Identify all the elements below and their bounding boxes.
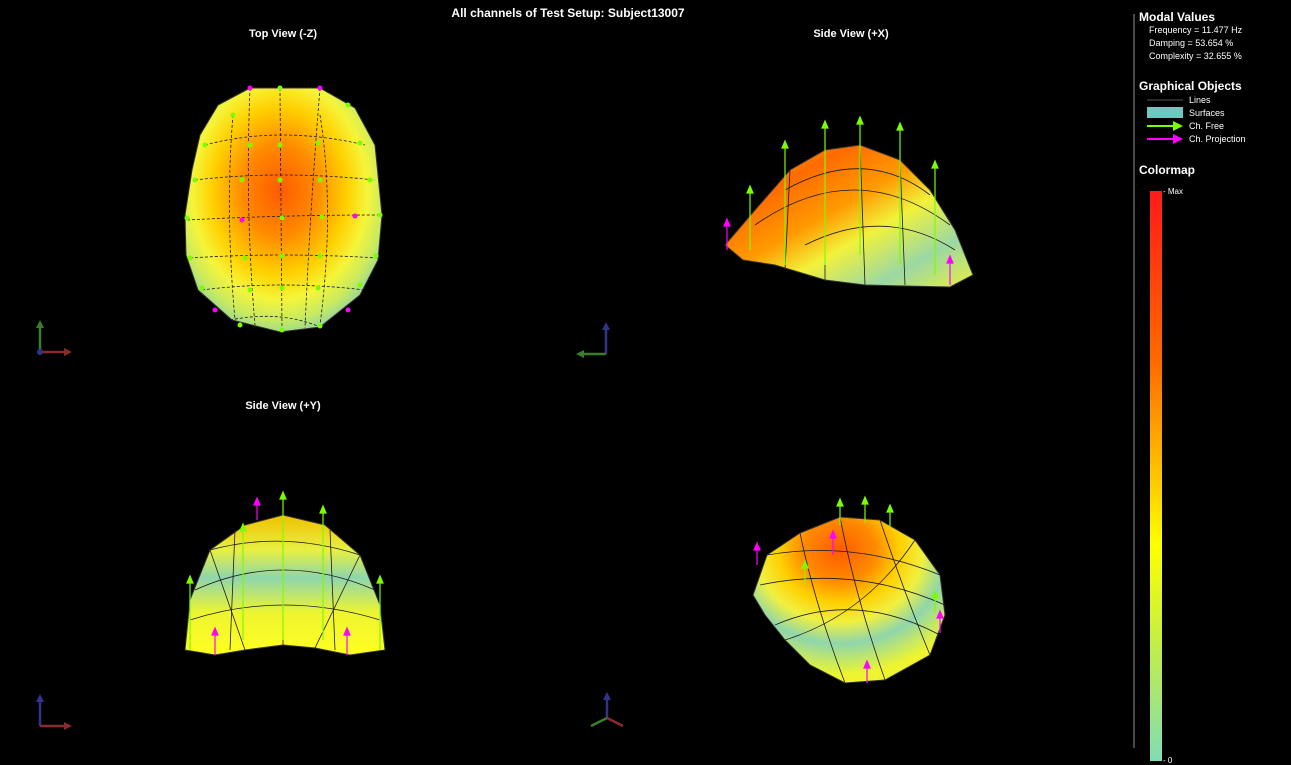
legend-label: Lines xyxy=(1189,94,1211,105)
side-x-view-axis-icon xyxy=(576,322,610,358)
top-view-axis-icon xyxy=(36,320,72,356)
side-y-view-projection-arrows xyxy=(211,496,351,655)
top-view-nodes xyxy=(184,85,383,333)
frequency-value: Frequency = 11.477 Hz xyxy=(1149,25,1243,35)
surfaces-icon xyxy=(1147,107,1183,118)
complexity-value: Complexity = 32.655 % xyxy=(1149,51,1242,61)
iso-view-viewport[interactable] xyxy=(745,495,960,690)
colormap-heading: Colormap xyxy=(1139,163,1196,177)
arrow-projection-icon xyxy=(1147,133,1183,144)
iso-view-arrows xyxy=(801,495,939,613)
legend-item-surfaces[interactable]: Surfaces xyxy=(1139,106,1289,119)
side-x-view-viewport[interactable] xyxy=(715,115,985,300)
graphical-objects-heading: Graphical Objects xyxy=(1139,79,1242,93)
legend-panel: Modal Values Frequency = 11.477 Hz Dampi… xyxy=(1139,10,1289,177)
legend-item-ch-free[interactable]: Ch. Free xyxy=(1139,119,1289,132)
side-x-view-projection-arrows xyxy=(723,217,954,285)
arrow-free-icon xyxy=(1147,120,1183,131)
legend-item-lines[interactable]: Lines xyxy=(1139,93,1289,106)
damping-value: Damping = 53.654 % xyxy=(1149,38,1234,48)
side-x-view-arrows xyxy=(746,115,939,275)
side-y-view-title: Side View (+Y) xyxy=(245,400,321,412)
legend-label: Ch. Free xyxy=(1189,120,1225,131)
top-view-surface xyxy=(184,87,383,333)
iso-view-mesh xyxy=(759,516,946,684)
lines-icon xyxy=(1147,94,1183,105)
colormap-min-label: - 0 xyxy=(1163,756,1173,765)
modal-values-heading: Modal Values xyxy=(1139,10,1216,24)
iso-view-projection-arrows xyxy=(753,529,944,683)
side-x-view-surface xyxy=(724,144,974,288)
legend-label: Ch. Projection xyxy=(1189,133,1246,144)
iso-view-surface xyxy=(752,516,946,684)
window-title: All channels of Test Setup: Subject13007 xyxy=(451,6,685,20)
legend-item-ch-projection[interactable]: Ch. Projection xyxy=(1139,132,1289,145)
colormap-max-label: - Max xyxy=(1163,187,1183,196)
side-x-view-title: Side View (+X) xyxy=(813,28,889,40)
side-y-view-viewport[interactable] xyxy=(175,490,395,670)
colormap-bar xyxy=(1150,191,1162,761)
side-y-view-axis-icon xyxy=(36,694,72,730)
iso-view-axis-icon xyxy=(590,692,624,728)
top-view-viewport[interactable] xyxy=(170,80,410,340)
panel-divider xyxy=(1133,14,1135,748)
legend-label: Surfaces xyxy=(1189,107,1225,118)
top-view-title: Top View (-Z) xyxy=(248,28,318,40)
side-y-view-arrows xyxy=(186,490,384,650)
